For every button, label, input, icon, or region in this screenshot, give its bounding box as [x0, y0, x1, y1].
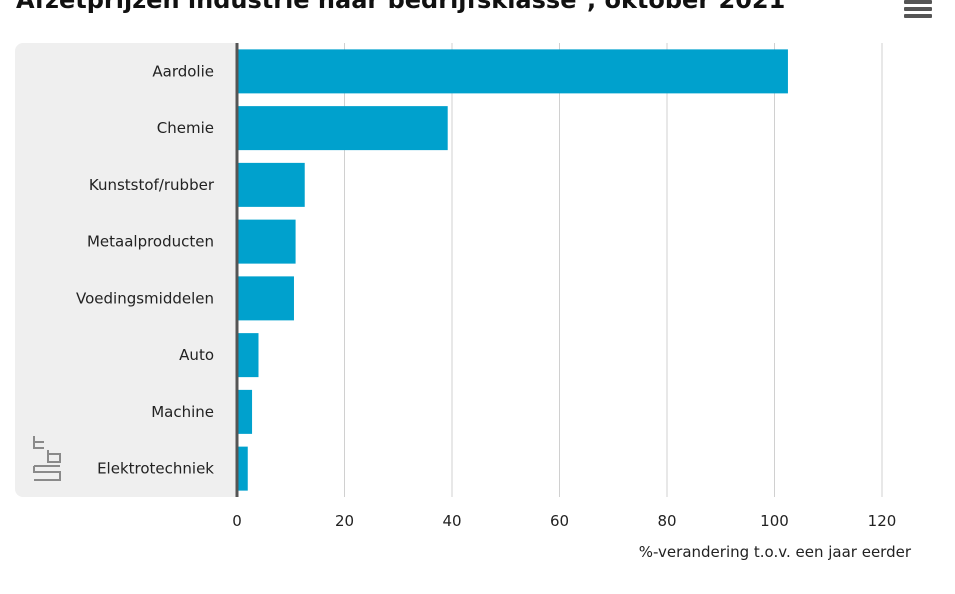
category-label: Auto	[179, 346, 214, 364]
bar	[237, 276, 294, 321]
bar	[237, 106, 448, 151]
bar	[237, 389, 253, 434]
category-label: Kunststof/rubber	[89, 176, 215, 194]
x-axis-label: %-verandering t.o.v. een jaar eerder	[639, 543, 912, 561]
bar	[237, 446, 248, 491]
x-tick-label: 60	[550, 512, 569, 530]
category-label: Aardolie	[152, 62, 214, 80]
x-tick-label: 120	[868, 512, 897, 530]
bar	[237, 162, 305, 207]
bar	[237, 333, 259, 378]
category-label: Chemie	[157, 119, 214, 137]
hamburger-menu-icon[interactable]	[904, 0, 932, 18]
x-tick-label: 0	[232, 512, 242, 530]
category-label: Machine	[151, 403, 214, 421]
x-tick-label: 20	[335, 512, 354, 530]
x-tick-label: 100	[760, 512, 789, 530]
cbs-logo-icon	[33, 436, 61, 481]
page-title: Afzetprijzen industrie naar bedrijfsklas…	[16, 0, 786, 14]
bar	[237, 49, 788, 94]
category-label: Voedingsmiddelen	[76, 289, 214, 307]
x-tick-label: 80	[657, 512, 676, 530]
bar	[237, 219, 296, 264]
x-tick-label: 40	[442, 512, 461, 530]
category-label-panel	[15, 43, 237, 497]
category-label: Elektrotechniek	[97, 460, 214, 478]
category-label: Metaalproducten	[87, 233, 214, 251]
